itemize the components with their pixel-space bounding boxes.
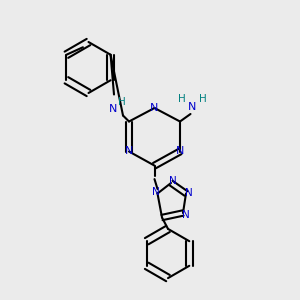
Text: H: H [118,97,125,107]
Text: N: N [185,188,193,199]
Text: N: N [169,176,176,187]
Text: N: N [125,146,133,157]
Text: N: N [109,104,117,115]
Text: N: N [188,101,196,112]
Text: N: N [152,187,160,197]
Text: H: H [178,94,185,104]
Text: N: N [182,209,189,220]
Text: N: N [150,103,159,113]
Text: H: H [199,94,206,104]
Text: N: N [176,146,184,157]
